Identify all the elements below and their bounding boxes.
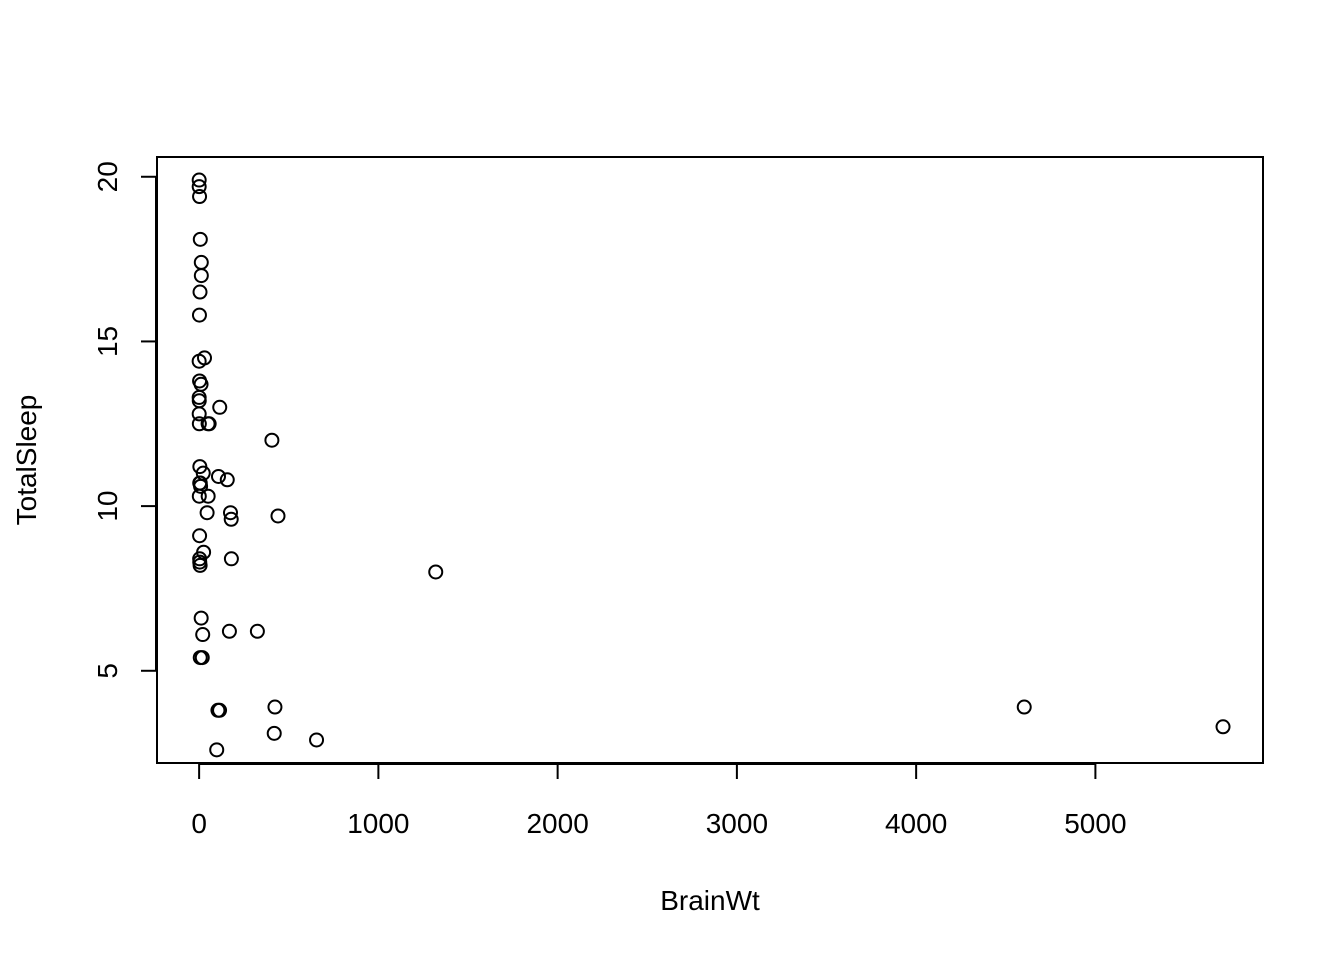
x-axis-label: BrainWt — [660, 885, 760, 916]
data-point — [192, 475, 208, 491]
data-point — [191, 179, 207, 195]
x-tick-label: 5000 — [1064, 808, 1126, 839]
data-point — [191, 416, 207, 432]
data-point — [212, 399, 228, 415]
x-tick-label: 3000 — [706, 808, 768, 839]
data-point — [199, 505, 215, 521]
data-point — [428, 564, 444, 580]
data-point — [209, 742, 225, 758]
data-point — [266, 725, 282, 741]
x-tick-label: 4000 — [885, 808, 947, 839]
data-point — [221, 623, 237, 639]
y-tick-label: 10 — [92, 491, 123, 522]
data-point — [192, 650, 208, 666]
y-axis: 5 10 15 20 — [92, 161, 157, 679]
data-point — [193, 268, 209, 284]
data-point — [270, 508, 286, 524]
data-point — [192, 528, 208, 544]
data-point — [212, 702, 228, 718]
data-point — [192, 373, 208, 389]
data-point — [193, 254, 209, 270]
x-axis: 0 1000 2000 3000 4000 5000 — [191, 763, 1127, 839]
data-point — [249, 623, 265, 639]
x-tick-label: 0 — [191, 808, 207, 839]
data-point — [309, 732, 325, 748]
y-tick-label: 20 — [92, 161, 123, 192]
data-point — [193, 610, 209, 626]
data-point — [1215, 719, 1231, 735]
data-point — [219, 472, 235, 488]
y-tick-label: 15 — [92, 326, 123, 357]
data-point — [191, 172, 207, 188]
data-point — [192, 459, 208, 475]
data-point — [195, 627, 211, 643]
y-axis-label: TotalSleep — [11, 395, 42, 526]
data-point — [200, 488, 216, 504]
data-point — [191, 307, 207, 323]
data-point — [191, 353, 207, 369]
data-point — [200, 416, 216, 432]
data-point — [267, 699, 283, 715]
data-point — [191, 393, 207, 409]
x-tick-label: 2000 — [526, 808, 588, 839]
data-points — [191, 172, 1231, 758]
data-point — [222, 505, 238, 521]
data-point — [192, 557, 208, 573]
y-tick-label: 5 — [92, 663, 123, 679]
data-point — [1016, 699, 1032, 715]
data-point — [210, 468, 226, 484]
x-tick-label: 1000 — [347, 808, 409, 839]
data-point — [264, 432, 280, 448]
plot-frame — [156, 156, 1264, 764]
data-point — [192, 189, 208, 205]
data-point — [192, 231, 208, 247]
data-point — [192, 284, 208, 300]
data-point — [223, 511, 239, 527]
data-point — [223, 551, 239, 567]
